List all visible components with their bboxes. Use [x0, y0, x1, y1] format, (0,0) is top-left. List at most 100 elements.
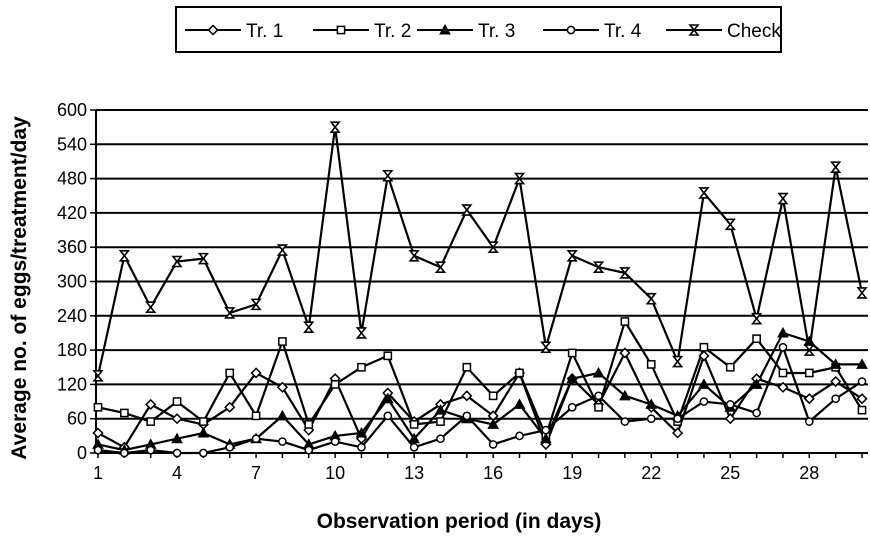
point-tr-2 — [515, 368, 524, 378]
x-tick-label: 16 — [483, 463, 503, 483]
x-tick-label: 4 — [172, 463, 182, 483]
point-tr-2 — [620, 317, 630, 326]
point-tr-3 — [171, 432, 183, 444]
legend: Tr. 1 Tr. 2 Tr. 3 Tr. 4 Check — [175, 6, 782, 53]
point-check — [382, 169, 394, 182]
point-tr-3 — [698, 378, 710, 389]
point-tr-4 — [752, 408, 761, 418]
x-tick-label: 1 — [93, 463, 103, 483]
point-tr-4 — [119, 448, 129, 458]
point-check — [171, 255, 183, 268]
point-tr-2 — [199, 417, 208, 426]
series-lines — [96, 127, 864, 455]
point-tr-4 — [357, 442, 366, 452]
point-tr-1 — [461, 390, 473, 402]
point-check — [777, 192, 789, 205]
point-check — [461, 204, 473, 216]
point-tr-3 — [513, 398, 526, 409]
point-tr-4 — [594, 391, 603, 401]
point-tr-3 — [777, 326, 789, 338]
point-tr-4 — [778, 342, 788, 352]
point-tr-2 — [804, 368, 814, 378]
point-tr-2 — [119, 408, 129, 418]
point-check — [750, 312, 763, 325]
point-tr-2 — [172, 397, 182, 406]
legend-label-tr-4: Tr. 4 — [604, 21, 642, 42]
point-tr-2 — [383, 351, 393, 361]
point-check — [224, 307, 236, 319]
point-tr-1 — [250, 367, 262, 379]
x-tick-label: 28 — [799, 463, 819, 483]
point-tr-2 — [357, 362, 366, 372]
y-tick-label: 480 — [57, 169, 87, 189]
point-tr-4 — [567, 402, 577, 412]
gridlines — [90, 109, 868, 454]
point-tr-3 — [197, 426, 210, 438]
x-tick-label: 22 — [641, 463, 661, 483]
point-tr-3 — [566, 372, 579, 384]
point-tr-3 — [750, 378, 763, 389]
point-tr-4 — [699, 397, 709, 406]
point-tr-4 — [857, 377, 867, 386]
legend-marker-tr-3 — [439, 23, 451, 35]
point-tr-3 — [829, 358, 842, 369]
point-tr-3 — [355, 426, 368, 438]
point-tr-4 — [804, 417, 814, 426]
point-check — [434, 261, 447, 274]
point-tr-2 — [409, 420, 419, 429]
point-tr-3 — [381, 392, 394, 404]
point-check — [513, 172, 526, 185]
point-check — [487, 241, 499, 253]
series-line-tr-1 — [97, 350, 863, 449]
axes — [95, 110, 868, 458]
point-tr-4 — [199, 448, 208, 458]
point-check — [145, 301, 157, 314]
legend-marker-check — [688, 24, 700, 36]
point-check — [355, 327, 368, 339]
y-tick-label: 180 — [57, 340, 87, 360]
legend-marker-tr-4 — [566, 25, 576, 35]
point-tr-4 — [620, 417, 630, 426]
point-tr-4 — [146, 445, 156, 455]
point-check — [118, 249, 131, 262]
x-tick-label: 19 — [562, 463, 582, 483]
point-tr-4 — [383, 411, 393, 421]
point-tr-4 — [409, 442, 419, 452]
point-tr-4 — [646, 414, 656, 424]
point-tr-1 — [803, 393, 815, 405]
y-tick-label: 240 — [57, 306, 87, 326]
y-tick-label: 0 — [77, 443, 87, 463]
point-check — [566, 249, 578, 262]
point-tr-2 — [778, 368, 788, 378]
y-tick-label: 360 — [57, 237, 87, 257]
point-tr-3 — [592, 366, 605, 378]
point-tr-2 — [857, 405, 867, 415]
point-check — [250, 298, 262, 311]
point-check — [619, 267, 631, 279]
y-tick-label: 60 — [67, 409, 87, 429]
point-tr-2 — [488, 391, 498, 401]
point-check — [671, 355, 684, 368]
point-tr-1 — [830, 375, 842, 388]
point-tr-1 — [145, 398, 157, 410]
point-tr-4 — [462, 411, 472, 421]
point-tr-4 — [304, 445, 314, 455]
point-tr-2 — [278, 337, 287, 346]
y-tick-label: 120 — [57, 374, 87, 394]
point-tr-4 — [330, 437, 340, 446]
point-tr-1 — [224, 401, 236, 413]
tick-labels: 0 60 120 180 240 300 360 420 480 540 600 1 4 7 10 13 16 1… — [57, 100, 819, 483]
point-tr-1 — [619, 347, 631, 359]
point-check — [856, 287, 868, 299]
point-tr-2 — [594, 402, 603, 412]
legend-marker-tr-2 — [336, 25, 346, 35]
point-tr-3 — [619, 389, 631, 401]
point-check — [803, 344, 815, 356]
point-check — [698, 187, 710, 199]
point-tr-1 — [856, 393, 868, 405]
point-check — [540, 341, 552, 354]
y-tick-label: 300 — [57, 272, 87, 292]
point-tr-4 — [515, 431, 524, 441]
point-tr-4 — [225, 442, 235, 452]
